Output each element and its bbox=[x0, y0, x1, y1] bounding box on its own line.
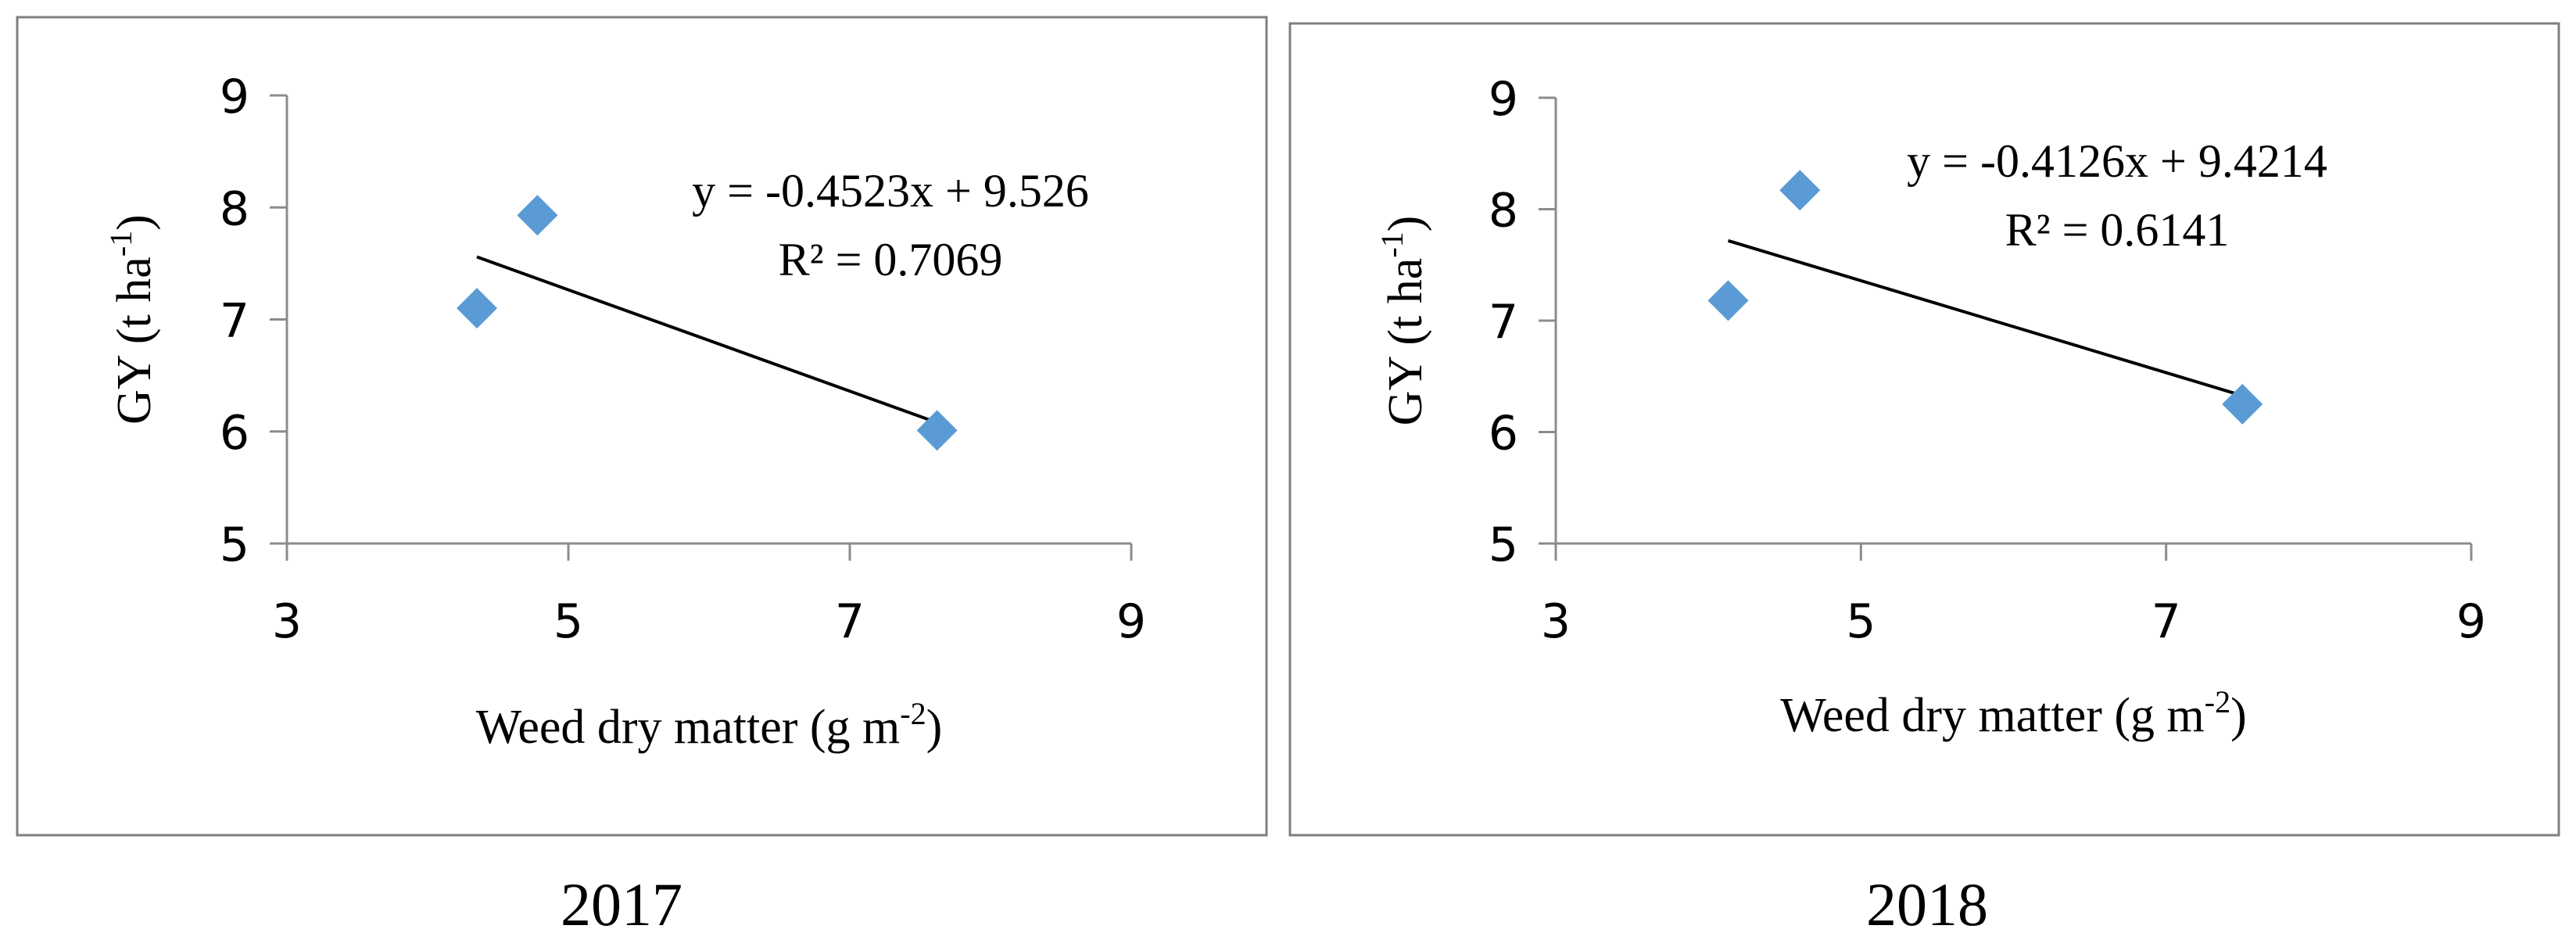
x-axis-title-end: ) bbox=[2230, 689, 2247, 742]
y-tick-label: 6 bbox=[1489, 407, 1518, 461]
x-axis-title-sup: -2 bbox=[2205, 684, 2230, 719]
y-axis-title: GY (t ha-1) bbox=[1374, 216, 1432, 426]
y-tick-label: 8 bbox=[220, 181, 249, 236]
data-point bbox=[457, 288, 497, 329]
x-tick-label: 5 bbox=[554, 594, 583, 649]
trendline-equation: y = -0.4126x + 9.4214 bbox=[1907, 135, 2327, 187]
x-axis-title-text: Weed dry matter (g m bbox=[476, 701, 900, 754]
x-tick-label: 5 bbox=[1846, 594, 1876, 649]
x-axis-title-text: Weed dry matter (g m bbox=[1780, 689, 2204, 742]
x-tick-label: 7 bbox=[2151, 594, 2181, 649]
y-axis-title: GY (t ha-1) bbox=[103, 214, 161, 425]
y-tick-label: 5 bbox=[1489, 518, 1518, 572]
data-point bbox=[2222, 383, 2263, 425]
y-tick-label: 5 bbox=[220, 518, 249, 572]
y-tick-label: 7 bbox=[220, 294, 249, 349]
r-squared-label: R² = 0.6141 bbox=[2005, 204, 2230, 256]
r-squared-label: R² = 0.7069 bbox=[779, 234, 1003, 285]
x-tick-label: 9 bbox=[1116, 594, 1146, 649]
x-axis-title: Weed dry matter (g m-2) bbox=[1780, 684, 2246, 742]
chart-border bbox=[1288, 22, 2560, 837]
x-tick-label: 3 bbox=[1541, 594, 1571, 649]
y-tick-label: 7 bbox=[1489, 295, 1518, 350]
data-point bbox=[1707, 280, 1749, 321]
x-axis-title: Weed dry matter (g m-2) bbox=[476, 696, 942, 754]
chart-border bbox=[16, 16, 1268, 837]
y-tick-label: 8 bbox=[1489, 184, 1518, 239]
x-axis-title-end: ) bbox=[926, 701, 943, 754]
y-tick-label: 9 bbox=[220, 70, 249, 124]
trendline bbox=[1727, 239, 2243, 397]
y-axis-title-sup: -1 bbox=[1374, 231, 1410, 257]
y-axis-title-end: ) bbox=[1379, 216, 1432, 232]
y-axis-title-text: GY (t ha bbox=[108, 256, 161, 425]
y-axis-title-end: ) bbox=[108, 214, 161, 231]
x-tick-label: 7 bbox=[835, 594, 865, 649]
x-axis-title-sup: -2 bbox=[900, 696, 926, 731]
data-point bbox=[1779, 170, 1821, 211]
x-tick-label: 3 bbox=[272, 594, 302, 649]
data-point bbox=[517, 195, 558, 236]
trendline-equation: y = -0.4523x + 9.526 bbox=[692, 165, 1089, 217]
panel-caption: 2018 bbox=[1866, 870, 1988, 938]
y-axis-title-sup: -1 bbox=[103, 231, 138, 256]
x-tick-label: 9 bbox=[2456, 594, 2486, 649]
y-tick-label: 6 bbox=[220, 406, 249, 461]
y-tick-label: 9 bbox=[1489, 72, 1518, 127]
y-axis-title-text: GY (t ha bbox=[1379, 258, 1432, 426]
panel-caption: 2017 bbox=[561, 870, 683, 938]
data-point bbox=[916, 410, 958, 451]
trendline bbox=[476, 255, 938, 425]
